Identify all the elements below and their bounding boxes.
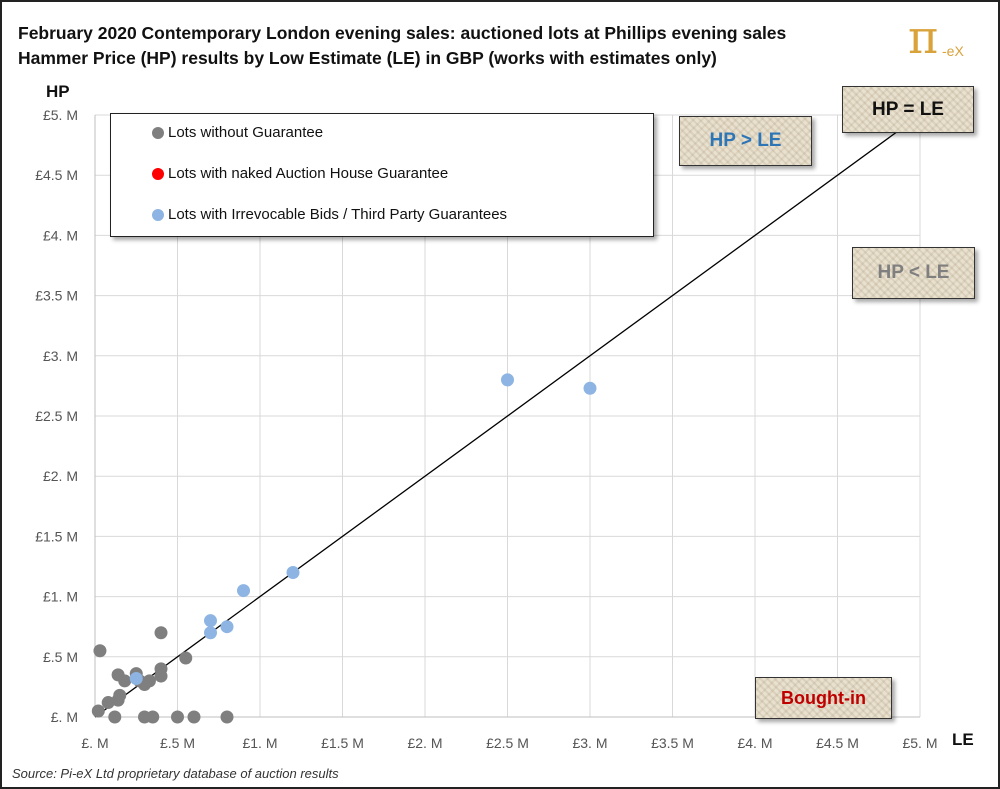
x-tick-label: £2. M	[407, 735, 442, 751]
x-tick-label: £1. M	[242, 735, 277, 751]
data-point-series-2	[220, 620, 234, 634]
x-tick-label: £2.5 M	[486, 735, 529, 751]
x-tick-label: £1.5 M	[321, 735, 364, 751]
y-tick-label: £2. M	[43, 468, 78, 484]
data-point-series-0	[118, 674, 132, 688]
data-point-series-0	[91, 704, 105, 718]
data-point-series-2	[583, 381, 597, 395]
data-point-series-0	[146, 710, 160, 724]
data-point-series-0	[93, 644, 107, 658]
pi-ex-logo: π -eX	[908, 10, 988, 76]
data-point-series-0	[220, 710, 234, 724]
legend-label-house-guarantee: Lots with naked Auction House Guarantee	[168, 165, 449, 182]
data-point-series-0	[154, 669, 168, 683]
y-tick-label: £1.5 M	[35, 528, 78, 544]
y-tick-label: £2.5 M	[35, 408, 78, 424]
y-tick-label: £5. M	[43, 107, 78, 123]
x-tick-label: £. M	[81, 735, 108, 751]
x-tick-label: £3.5 M	[651, 735, 694, 751]
data-point-series-2	[237, 584, 250, 598]
data-point-series-2	[286, 566, 300, 580]
hp-greater-than-le-label: HP > LE	[679, 116, 812, 166]
x-tick-label: £3. M	[572, 735, 607, 751]
legend-item-third-party: Lots with Irrevocable Bids / Third Party…	[152, 206, 508, 223]
data-point-series-0	[187, 710, 201, 724]
x-tick-label: £4. M	[737, 735, 772, 751]
legend-label-no-guarantee: Lots without Guarantee	[168, 124, 324, 141]
data-point-series-2	[204, 614, 217, 628]
point-layer	[91, 373, 597, 724]
data-point-series-0	[108, 710, 122, 724]
y-tick-label: £3.5 M	[35, 288, 78, 304]
legend-item-no-guarantee: Lots without Guarantee	[152, 124, 324, 141]
legend-marker-no-guarantee	[152, 127, 164, 139]
hp-equals-le-line	[94, 126, 904, 718]
hp-equals-le-label: HP = LE	[842, 86, 974, 133]
legend-marker-house-guarantee	[152, 168, 164, 180]
legend-item-house-guarantee: Lots with naked Auction House Guarantee	[152, 165, 449, 182]
source-note: Source: Pi-eX Ltd proprietary database o…	[12, 766, 339, 781]
legend-marker-third-party	[152, 209, 164, 221]
y-tick-label: £3. M	[43, 348, 78, 364]
y-tick-label: £4.5 M	[35, 167, 78, 183]
legend-label-third-party: Lots with Irrevocable Bids / Third Party…	[168, 206, 508, 223]
data-point-series-0	[113, 688, 127, 702]
chart-title-line1: February 2020 Contemporary London evenin…	[18, 23, 787, 43]
y-tick-label: £.5 M	[43, 649, 78, 665]
data-point-series-2	[501, 373, 514, 387]
legend: Lots without Guarantee Lots with naked A…	[110, 113, 654, 237]
reference-line-layer	[94, 126, 904, 718]
bought-in-label: Bought-in	[755, 677, 892, 719]
y-tick-label: £4. M	[43, 227, 78, 243]
data-point-series-2	[129, 671, 143, 685]
pi-symbol: π	[908, 10, 939, 64]
logo-suffix: -eX	[942, 43, 964, 59]
x-tick-label: £.5 M	[160, 735, 195, 751]
data-point-series-0	[154, 626, 168, 640]
x-tick-label: £4.5 M	[816, 735, 859, 751]
data-point-series-2	[204, 626, 217, 640]
chart-title-line2: Hammer Price (HP) results by Low Estimat…	[18, 48, 717, 68]
data-point-series-0	[179, 651, 193, 665]
y-tick-label: £. M	[51, 709, 78, 725]
x-tick-label: £5. M	[902, 735, 937, 751]
hp-less-than-le-label: HP < LE	[852, 247, 975, 299]
x-axis-title: LE	[952, 730, 974, 749]
data-point-series-0	[142, 674, 156, 688]
data-point-series-0	[171, 710, 184, 724]
y-axis-title: HP	[46, 82, 70, 101]
data-point-series-0	[101, 696, 115, 710]
y-tick-label: £1. M	[43, 589, 78, 605]
tick-layer: £. M £.5 M £1. M £1.5 M £2. M £2.5 M £3. M £3.5…	[35, 107, 937, 751]
